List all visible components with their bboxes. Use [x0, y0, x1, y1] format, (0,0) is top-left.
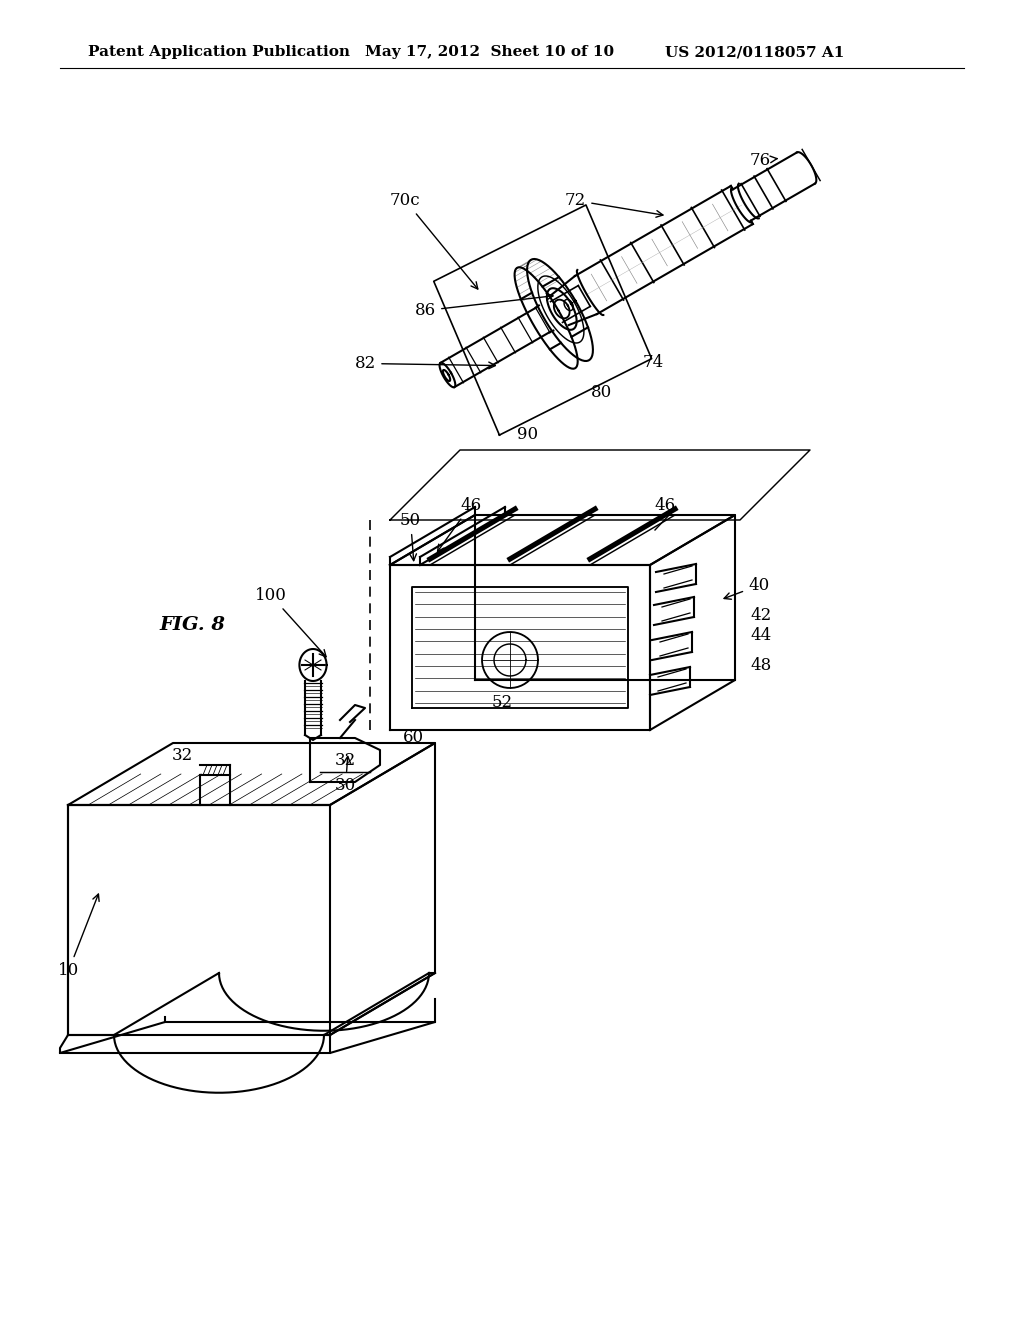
Text: May 17, 2012  Sheet 10 of 10: May 17, 2012 Sheet 10 of 10 [365, 45, 614, 59]
Text: 86: 86 [415, 293, 553, 319]
Text: 70c: 70c [390, 191, 478, 289]
Text: 30: 30 [335, 756, 356, 795]
Text: 50: 50 [400, 512, 421, 561]
Text: 10: 10 [58, 894, 99, 979]
Text: 46: 46 [654, 498, 676, 513]
Text: 72: 72 [565, 191, 663, 218]
Text: 32: 32 [171, 747, 193, 764]
Text: 60: 60 [403, 729, 424, 746]
Text: 74: 74 [643, 354, 665, 371]
Text: FIG. 8: FIG. 8 [159, 616, 225, 634]
Text: 80: 80 [591, 384, 612, 401]
Text: 52: 52 [492, 694, 513, 711]
Text: 46: 46 [437, 498, 481, 552]
Text: 42: 42 [750, 607, 771, 624]
Text: 48: 48 [750, 657, 771, 675]
Text: US 2012/0118057 A1: US 2012/0118057 A1 [665, 45, 845, 59]
Text: 100: 100 [255, 587, 326, 657]
Text: Patent Application Publication: Patent Application Publication [88, 45, 350, 59]
Text: 44: 44 [750, 627, 771, 644]
Text: 40: 40 [724, 577, 769, 599]
Text: 76: 76 [750, 152, 777, 169]
Text: 90: 90 [517, 426, 539, 444]
Text: 32: 32 [335, 752, 355, 770]
Text: 82: 82 [355, 355, 496, 372]
